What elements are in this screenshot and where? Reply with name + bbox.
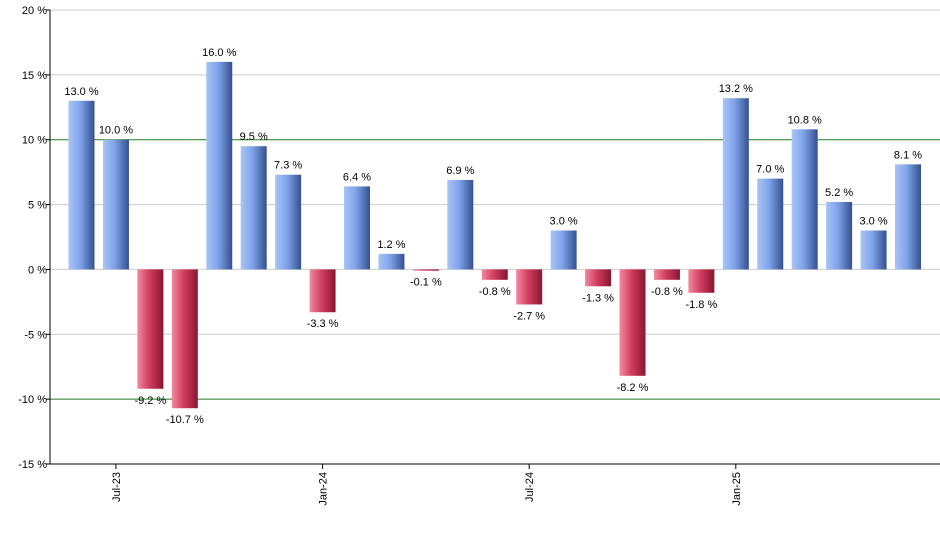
bar (137, 269, 164, 389)
bar (585, 269, 612, 287)
y-tick-label: -15 % (18, 459, 47, 471)
bar (481, 269, 508, 280)
data-label: 6.9 % (446, 165, 474, 177)
x-tick-label: Jan-24 (318, 472, 330, 506)
y-tick-label: -5 % (24, 329, 47, 341)
bar (653, 269, 680, 280)
bar (344, 186, 370, 270)
data-label: 13.2 % (719, 83, 753, 95)
bar (447, 179, 474, 270)
y-tick-label: 10 % (22, 135, 47, 147)
data-label: -2.7 % (513, 310, 545, 322)
bar (309, 269, 336, 313)
data-label: -8.2 % (617, 382, 649, 394)
bar (895, 164, 921, 270)
bar (102, 139, 129, 270)
data-label: 10.0 % (99, 125, 133, 137)
bar (722, 98, 749, 270)
y-tick-label: 15 % (22, 70, 47, 82)
y-tick-label: 0 % (28, 264, 47, 276)
x-tick-label: Jul-24 (524, 472, 536, 502)
reference-lines (50, 139, 940, 400)
data-label: 8.1 % (894, 149, 922, 161)
bar (378, 253, 405, 270)
data-label: 3.0 % (550, 216, 578, 228)
data-label: 7.0 % (756, 164, 784, 176)
data-label: 3.0 % (859, 216, 887, 228)
bar (206, 61, 233, 270)
data-label: -1.3 % (582, 292, 614, 304)
bar (516, 269, 543, 305)
bar (826, 201, 853, 270)
data-label: -0.8 % (651, 286, 683, 298)
data-label: 7.3 % (274, 160, 302, 172)
bar (68, 100, 95, 270)
bar (275, 174, 302, 270)
x-axis-ticks: Jul-23 Jan-24 Jul-24 Jan-25 (111, 464, 743, 506)
data-label: -0.1 % (410, 277, 442, 289)
bar (240, 146, 267, 270)
x-tick-label: Jul-23 (111, 472, 123, 502)
bar (860, 230, 887, 270)
y-tick-label: 20 % (22, 5, 47, 17)
data-label: 9.5 % (240, 131, 268, 143)
data-labels: 13.0 % 10.0 % -9.2 %-10.7 % 16.0 % 9.5 % 7.3 … (64, 47, 922, 426)
data-label: 1.2 % (377, 239, 405, 251)
bar (550, 230, 577, 270)
x-tick-label: Jan-25 (731, 472, 743, 506)
y-tick-label: -10 % (18, 394, 47, 406)
y-axis-ticks: 20 % 15 % 10 % 5 % 0 % -5 % -10 % -15 % (18, 5, 50, 471)
data-label: 10.8 % (788, 114, 822, 126)
y-tick-label: 5 % (28, 200, 47, 212)
data-label: -10.7 % (166, 414, 204, 426)
data-label: 13.0 % (64, 86, 98, 98)
data-label: -3.3 % (307, 318, 339, 330)
axes (49, 10, 940, 465)
bar (688, 269, 715, 293)
bar (412, 269, 439, 271)
bar (619, 269, 646, 376)
data-label: 16.0 % (202, 47, 236, 59)
data-label: 5.2 % (825, 187, 853, 199)
bars (68, 61, 921, 409)
data-label: -0.8 % (479, 286, 511, 298)
data-label: -9.2 % (134, 395, 166, 407)
data-label: -1.8 % (685, 299, 717, 311)
bar (757, 178, 784, 270)
data-label: 6.4 % (343, 171, 371, 183)
bar (791, 129, 818, 270)
bar (171, 269, 198, 409)
